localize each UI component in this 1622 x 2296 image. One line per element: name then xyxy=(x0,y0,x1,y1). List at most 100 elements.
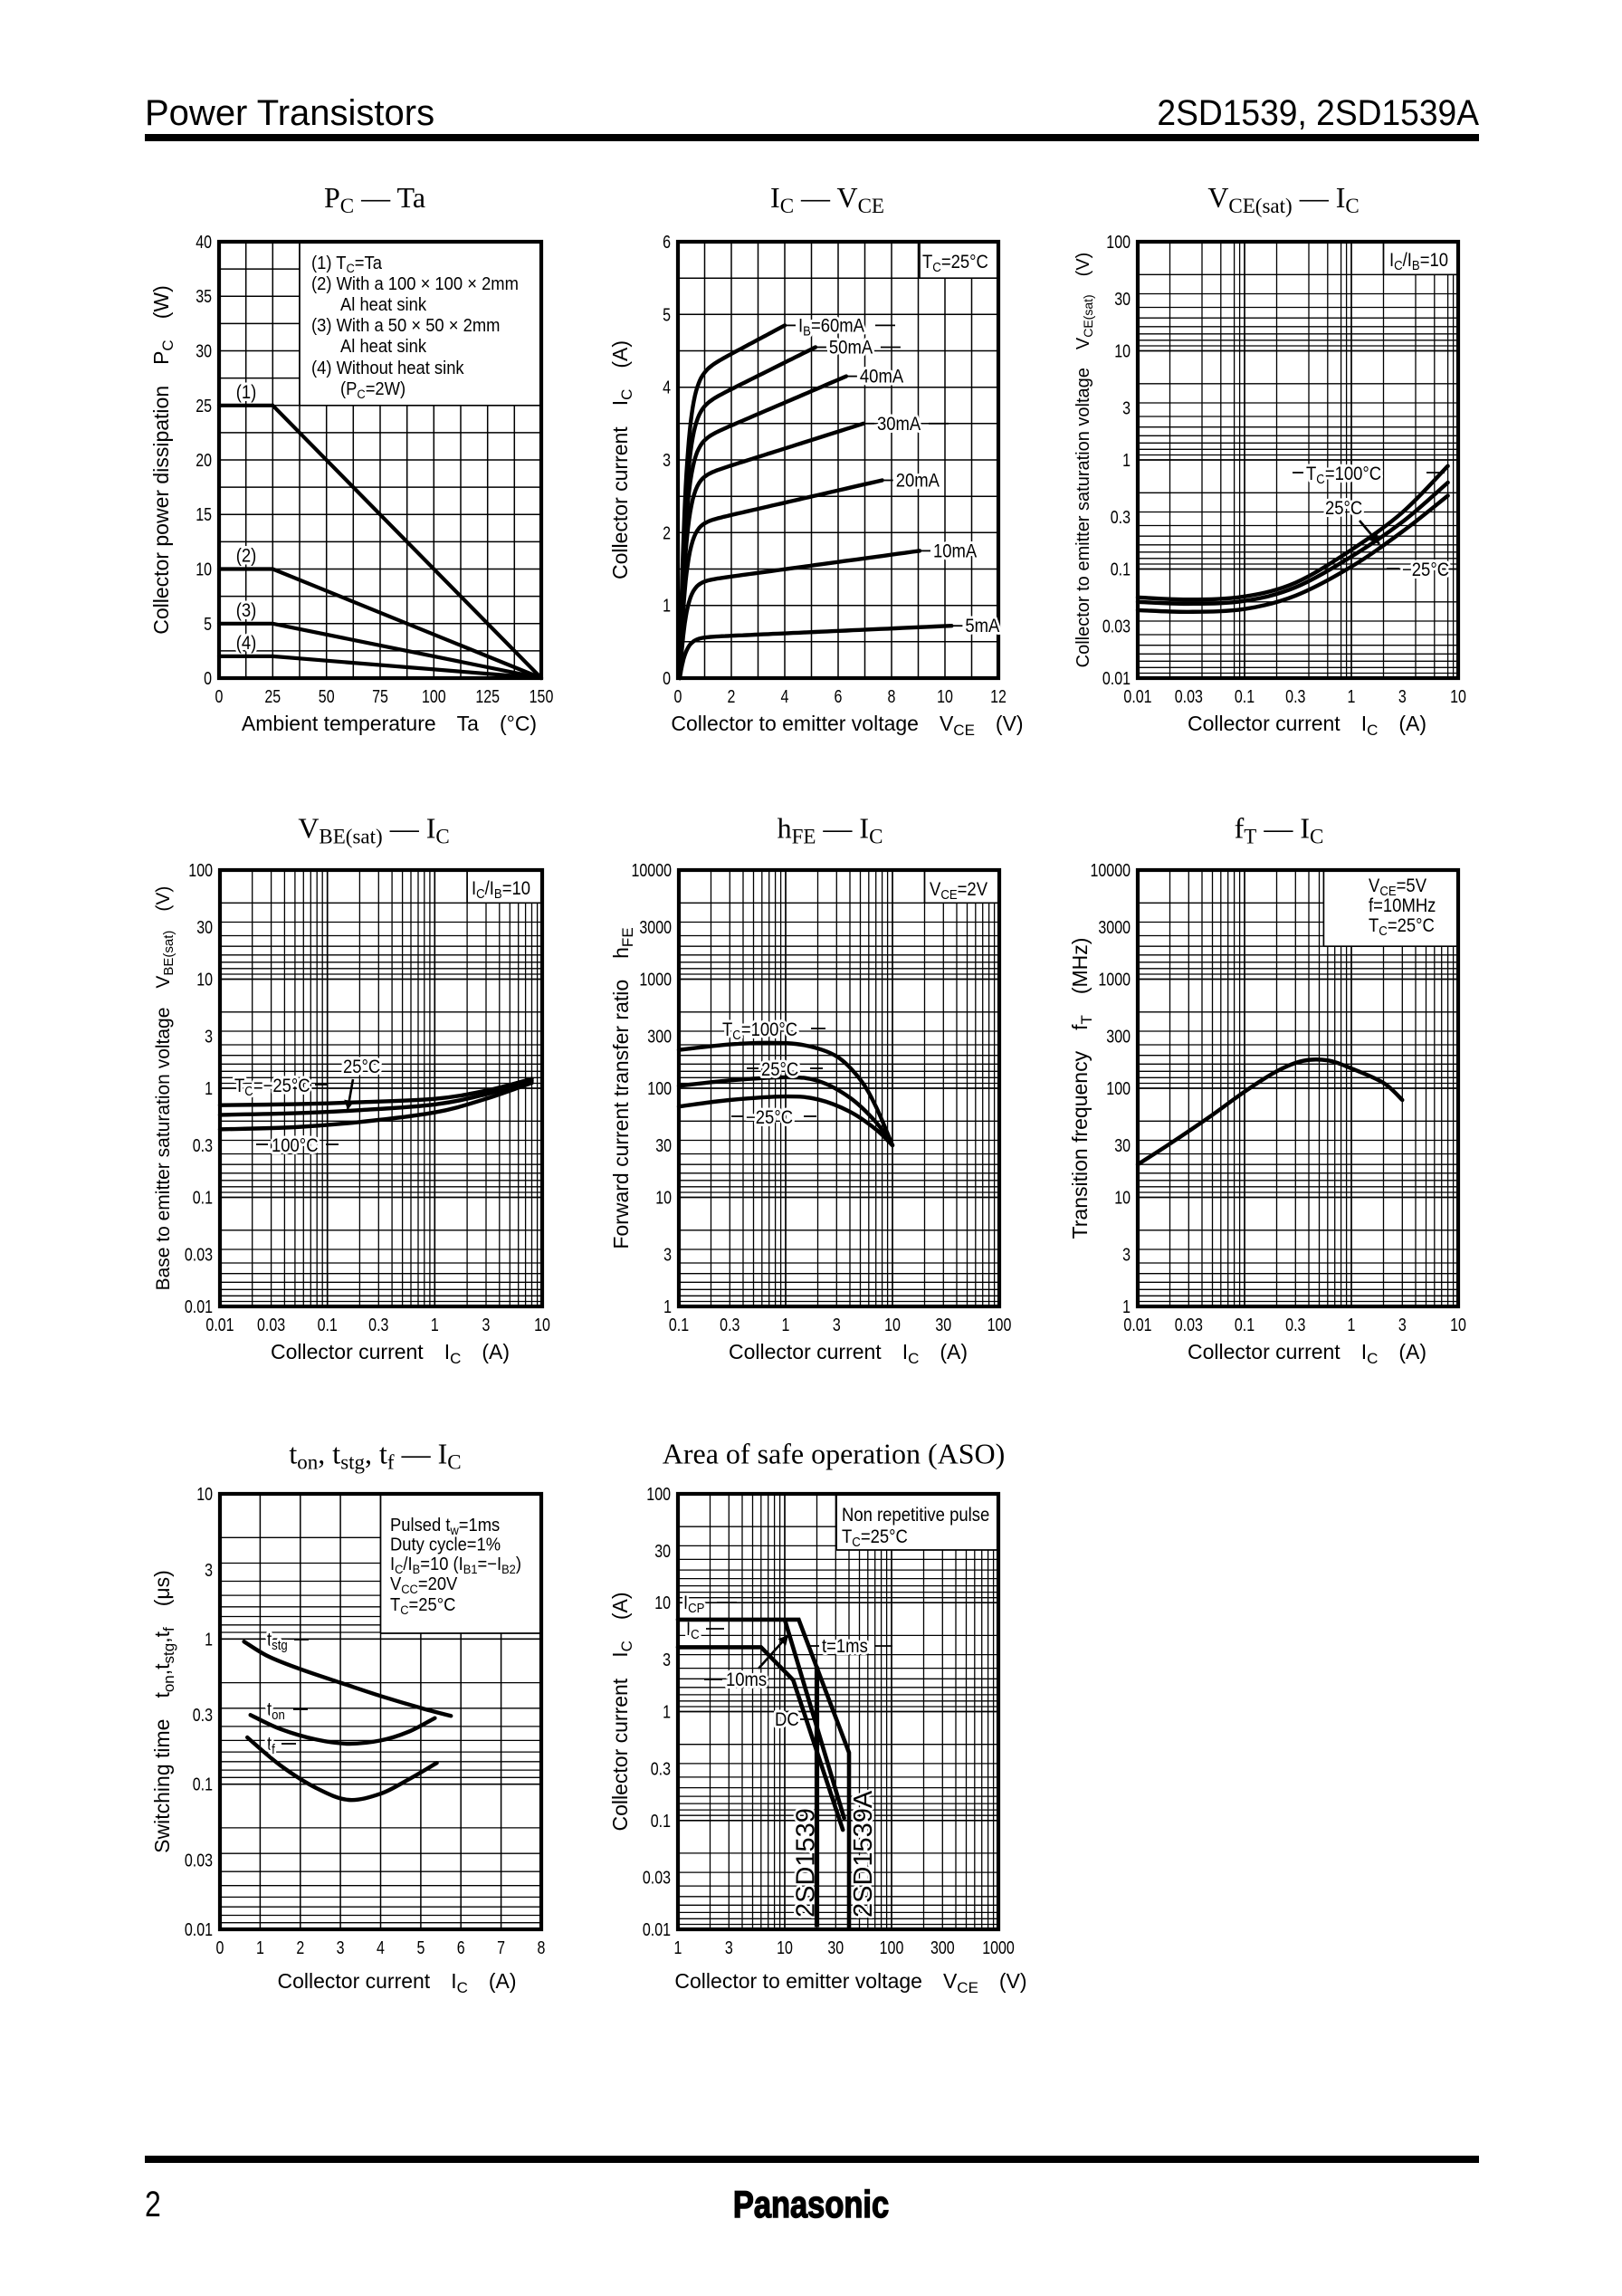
svg-text:8: 8 xyxy=(888,686,896,706)
svg-text:2SD1539, 2SD1539A: 2SD1539, 2SD1539A xyxy=(1157,93,1479,134)
svg-text:2: 2 xyxy=(663,523,671,543)
svg-text:100: 100 xyxy=(880,1937,904,1957)
svg-text:5: 5 xyxy=(416,1937,425,1957)
svg-text:125: 125 xyxy=(475,686,500,706)
svg-text:100: 100 xyxy=(422,686,446,706)
svg-text:(2): (2) xyxy=(236,545,257,566)
svg-text:10: 10 xyxy=(196,970,213,990)
svg-text:1: 1 xyxy=(205,1078,213,1098)
svg-text:(4) Without heat sink: (4) Without heat sink xyxy=(311,359,464,378)
svg-text:0.3: 0.3 xyxy=(1285,1315,1305,1335)
svg-text:5: 5 xyxy=(204,614,212,634)
svg-text:VCE​=2V: VCE​=2V xyxy=(930,879,988,902)
svg-text:30: 30 xyxy=(827,1937,844,1957)
svg-text:1: 1 xyxy=(1122,1296,1131,1316)
svg-text:100: 100 xyxy=(646,1484,671,1504)
svg-text:6: 6 xyxy=(835,686,843,706)
svg-text:35: 35 xyxy=(196,287,212,307)
svg-text:30: 30 xyxy=(1114,1135,1131,1155)
svg-text:7: 7 xyxy=(497,1937,505,1957)
svg-text:0.3: 0.3 xyxy=(193,1706,213,1726)
svg-text:1: 1 xyxy=(1348,1315,1356,1335)
svg-text:Collector current IC​ (A): Collector current IC​ (A) xyxy=(271,1340,510,1367)
svg-text:150: 150 xyxy=(530,686,554,706)
svg-text:75: 75 xyxy=(372,686,388,706)
svg-text:0.3: 0.3 xyxy=(651,1759,671,1779)
svg-text:30mA: 30mA xyxy=(877,414,921,435)
svg-text:25: 25 xyxy=(264,686,281,706)
svg-text:Collector current IC​ (A): Collector current IC​ (A) xyxy=(729,1340,968,1367)
svg-text:30: 30 xyxy=(655,1135,672,1155)
svg-text:0.01: 0.01 xyxy=(1102,668,1131,688)
svg-text:2: 2 xyxy=(728,686,736,706)
svg-text:−25°C: −25°C xyxy=(1402,560,1449,580)
svg-text:300: 300 xyxy=(930,1937,955,1957)
svg-text:(3) With a 50 × 50 × 2mm: (3) With a 50 × 50 × 2mm xyxy=(311,316,500,336)
svg-text:Collector power dissipation P: Collector power dissipation PC​ (W) xyxy=(149,285,177,635)
svg-text:0.1: 0.1 xyxy=(193,1775,213,1794)
svg-text:0.03: 0.03 xyxy=(1175,686,1203,706)
svg-text:30: 30 xyxy=(654,1541,671,1561)
svg-text:1: 1 xyxy=(256,1937,264,1957)
svg-text:40mA: 40mA xyxy=(860,367,904,387)
svg-text:3: 3 xyxy=(663,450,671,470)
svg-text:Duty cycle=1%: Duty cycle=1% xyxy=(390,1535,501,1555)
svg-text:1000: 1000 xyxy=(639,970,672,990)
svg-text:3: 3 xyxy=(205,1560,213,1580)
svg-text:0.03: 0.03 xyxy=(185,1245,213,1265)
svg-text:0.1: 0.1 xyxy=(1111,560,1131,579)
svg-text:0.3: 0.3 xyxy=(368,1315,388,1335)
svg-text:40: 40 xyxy=(196,232,212,252)
svg-text:4: 4 xyxy=(663,378,671,397)
svg-text:6: 6 xyxy=(457,1937,465,1957)
svg-text:−25°C: −25°C xyxy=(746,1107,793,1128)
svg-text:3: 3 xyxy=(1122,1245,1131,1265)
svg-text:0.1: 0.1 xyxy=(193,1188,213,1208)
svg-text:IC​/IB​=10 (IB1​=−IB2​): IC​/IB​=10 (IB1​=−IB2​) xyxy=(390,1555,521,1576)
svg-text:Collector current IC​ (A): Collector current IC​ (A) xyxy=(1188,712,1426,739)
svg-text:TC​=25°C: TC​=25°C xyxy=(390,1595,455,1617)
svg-text:DC: DC xyxy=(775,1709,799,1730)
svg-text:1: 1 xyxy=(1348,686,1356,706)
svg-text:15: 15 xyxy=(196,505,212,525)
svg-text:t=1ms: t=1ms xyxy=(822,1636,868,1657)
svg-text:10000: 10000 xyxy=(1091,860,1131,880)
svg-text:1: 1 xyxy=(431,1315,439,1335)
svg-text:Al heat sink: Al heat sink xyxy=(340,295,426,315)
svg-text:Panasonic: Panasonic xyxy=(733,2184,889,2226)
svg-text:300: 300 xyxy=(1106,1027,1131,1047)
svg-text:VCE​=5V: VCE​=5V xyxy=(1369,875,1427,898)
svg-text:100°C: 100°C xyxy=(272,1135,319,1156)
svg-text:30: 30 xyxy=(935,1315,951,1335)
svg-text:3: 3 xyxy=(337,1937,345,1957)
svg-text:1: 1 xyxy=(674,1937,682,1957)
svg-text:Power Transistors: Power Transistors xyxy=(145,93,434,133)
svg-text:2: 2 xyxy=(296,1937,304,1957)
svg-text:3: 3 xyxy=(663,1650,671,1669)
svg-text:10ms: 10ms xyxy=(726,1669,767,1690)
svg-text:Pulsed tw​=1ms: Pulsed tw​=1ms xyxy=(390,1516,500,1537)
svg-text:1000: 1000 xyxy=(1098,970,1131,990)
svg-text:10: 10 xyxy=(1114,1188,1131,1208)
svg-text:300: 300 xyxy=(647,1027,672,1047)
svg-text:Non repetitive pulse: Non repetitive pulse xyxy=(842,1505,989,1526)
svg-text:10: 10 xyxy=(1450,686,1466,706)
svg-text:TC​=25°C: TC​=25°C xyxy=(922,252,988,274)
svg-text:f=10MHz: f=10MHz xyxy=(1369,895,1436,916)
svg-text:25°C: 25°C xyxy=(761,1059,798,1080)
svg-text:10: 10 xyxy=(655,1188,672,1208)
svg-text:30: 30 xyxy=(1114,289,1131,309)
svg-text:100: 100 xyxy=(988,1315,1012,1335)
svg-text:(PC​=2W): (PC​=2W) xyxy=(340,379,406,401)
svg-text:0.1: 0.1 xyxy=(1235,686,1255,706)
svg-text:3: 3 xyxy=(205,1027,213,1047)
svg-text:0: 0 xyxy=(215,686,224,706)
svg-text:10: 10 xyxy=(1114,341,1131,361)
svg-text:3: 3 xyxy=(1398,1315,1407,1335)
svg-text:0.3: 0.3 xyxy=(1111,507,1131,527)
svg-text:(3): (3) xyxy=(236,600,257,621)
svg-text:3: 3 xyxy=(833,1315,841,1335)
svg-text:Transition frequency fT​ (MH: Transition frequency fT​ (MHz) xyxy=(1068,938,1095,1239)
svg-text:Collector current IC​ (A): Collector current IC​ (A) xyxy=(277,1969,516,1996)
svg-text:4: 4 xyxy=(377,1937,385,1957)
